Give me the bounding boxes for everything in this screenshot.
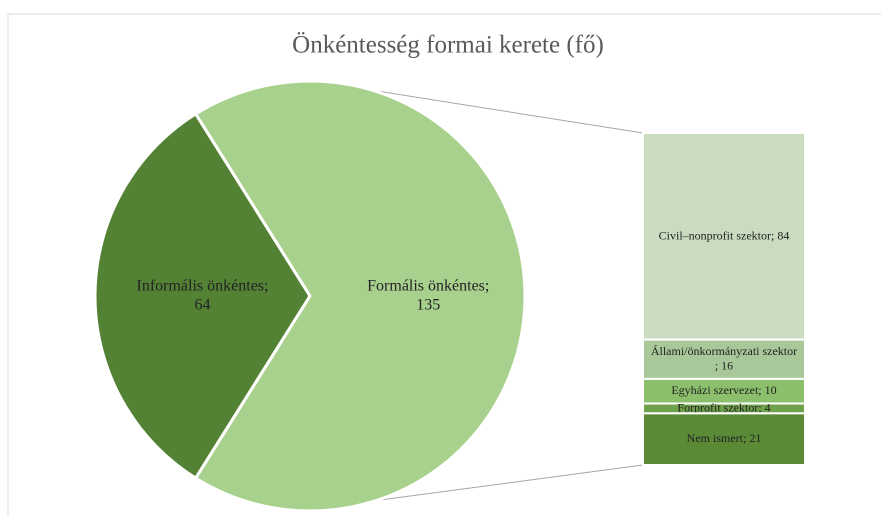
slice-label-part: 64 <box>195 296 211 313</box>
segment-label: Egyházi szervezet; 10 <box>671 383 776 397</box>
segment-label-part: Állami/önkormányzati szektor <box>651 344 797 358</box>
slice-label-part: Formális önkéntes <box>367 277 485 294</box>
segment-label-part: Civil–nonprofit szektor <box>659 228 771 242</box>
connector-line <box>376 464 644 501</box>
slice-label-part: ; <box>264 277 268 294</box>
segment-label-part: Forprofit szektor <box>677 400 758 414</box>
segment-label-part: Egyházi szervezet <box>671 383 759 397</box>
segment-label-part: 84 <box>777 228 789 242</box>
segment-label: Civil–nonprofit szektor; 84 <box>659 228 790 242</box>
segment-label-part: 16 <box>721 358 733 372</box>
bar-segment <box>642 377 806 405</box>
segment-label-part: ; <box>715 358 721 372</box>
segment-label: Állami/önkormányzati szektor; 16 <box>651 344 797 372</box>
segment-label-part: 4 <box>765 400 771 414</box>
slice-label-part: ; <box>485 277 489 294</box>
pie-slice <box>193 79 527 513</box>
segment-label-part: Nem ismert <box>687 431 744 445</box>
segment-label: Nem ismert; 21 <box>687 431 762 445</box>
bar-segment <box>642 338 806 380</box>
segment-label-part: 21 <box>749 431 761 445</box>
slice-label-part: 135 <box>416 296 440 313</box>
segment-label: Forprofit szektor; 4 <box>677 400 770 414</box>
segment-label-part: ; <box>743 431 749 445</box>
slice-label: Formális önkéntes; 135 <box>367 277 489 313</box>
connector-line <box>372 89 644 134</box>
segment-label-part: ; <box>758 383 764 397</box>
chart-title: Önkéntesség formai kerete (fő) <box>292 32 604 59</box>
slice-label-part: Informális önkéntes <box>137 277 265 294</box>
segment-label-part: 10 <box>765 383 777 397</box>
slice-label: Informális önkéntes; 64 <box>137 277 269 313</box>
pie-slice <box>93 111 312 481</box>
segment-label-part: ; <box>758 400 764 414</box>
bar-segment <box>642 412 806 467</box>
segment-label-part: ; <box>771 228 777 242</box>
